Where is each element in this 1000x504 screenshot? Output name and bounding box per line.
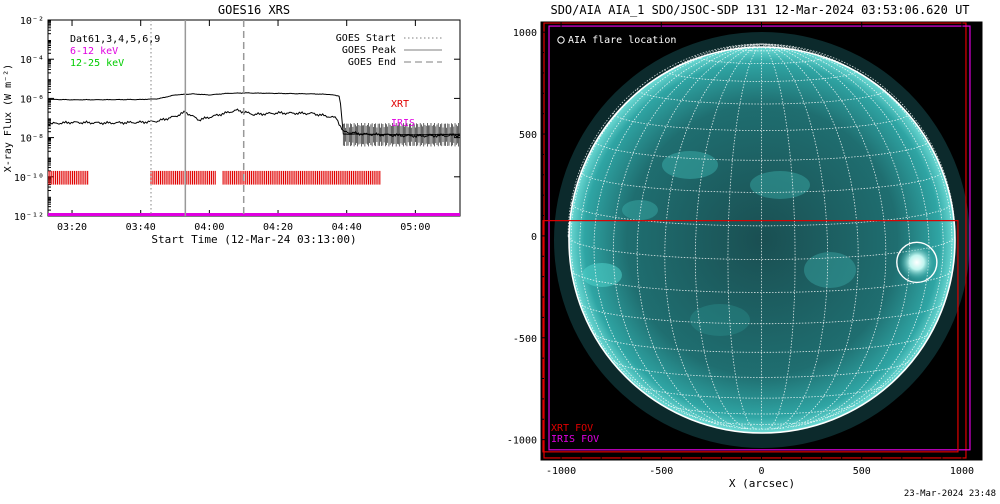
longitude-line <box>761 43 911 428</box>
goes-y-tick-label: 10⁻⁴ <box>20 55 44 66</box>
goes-y-tick-label: 10⁻¹⁰ <box>14 173 44 184</box>
longitude-line <box>579 43 762 419</box>
footer-timestamp: 23-Mar-2024 23:48 <box>904 489 996 499</box>
goes-x-tick-label: 04:20 <box>263 222 293 233</box>
goes-panel: GOES16 XRS 10⁻¹² 10⁻¹⁰ 10⁻⁸ 10⁻⁶ 10⁻⁴ 10⁻² 03… <box>3 3 461 246</box>
goes-x-tick-label: 03:20 <box>57 222 87 233</box>
aia-x-tick-label: 500 <box>853 466 871 477</box>
aia-panel: SDO/AIA AIA_1 SDO/JSOC-SDP 131 12-Mar-20… <box>507 3 983 490</box>
iris-label: IRIS <box>391 118 415 129</box>
sun-disk <box>554 32 970 448</box>
longitude-line <box>761 43 956 236</box>
legend-goes-start: GOES Start <box>336 33 396 44</box>
goes-y-ticks: 10⁻¹² 10⁻¹⁰ 10⁻⁸ 10⁻⁶ 10⁻⁴ 10⁻² <box>14 16 460 223</box>
goes-y-tick-label: 10⁻⁶ <box>20 94 44 105</box>
xrt-fov-label: XRT FOV <box>551 423 593 434</box>
xrt-fov-box <box>542 220 959 453</box>
heliographic-grid <box>567 43 956 430</box>
longitude-line <box>761 43 887 428</box>
goes-plot-frame <box>47 19 461 217</box>
goes-y-tick-label: 10⁻¹² <box>14 212 44 223</box>
flare-legend-symbol <box>557 36 565 44</box>
xrt-label: XRT <box>391 99 409 110</box>
longitude-line <box>612 43 762 428</box>
iris-fov-label: IRIS FOV <box>551 434 599 445</box>
latitude-line <box>570 202 953 227</box>
goes-info-label: Dat61,3,4,5,6,9 <box>70 34 160 45</box>
goes-x-axis-label: Start Time (12-Mar-24 03:13:00) <box>151 233 356 246</box>
aia-x-tick-label: 0 <box>758 466 764 477</box>
sun-body <box>569 47 955 433</box>
active-region <box>690 304 750 336</box>
aia-y-tick-label: -1000 <box>507 436 537 447</box>
latitude-line <box>570 270 953 293</box>
active-region <box>804 252 856 288</box>
longitude-line <box>761 43 953 394</box>
aia-x-tick-label: -500 <box>649 466 673 477</box>
active-region <box>662 151 718 179</box>
goes-y-axis-label: X-ray Flux (W m⁻²) <box>3 64 14 172</box>
longitude-line <box>761 43 829 430</box>
longitude-line <box>636 43 762 428</box>
aia-y-tick-label: 0 <box>531 232 537 243</box>
xrt-fov-outline <box>543 22 967 459</box>
longitude-line <box>761 43 930 425</box>
sun-limb <box>568 46 956 434</box>
aia-y-tick-label: 1000 <box>513 28 537 39</box>
aia-x-tick-label: 1000 <box>950 466 974 477</box>
aia-x-tick-label: -1000 <box>546 466 576 477</box>
active-region <box>582 263 622 287</box>
longitude-line <box>761 43 796 430</box>
aia-axis-ticks: -1000 -500 0 500 1000 -1000 -500 0 500 1000 <box>507 22 982 477</box>
legend-channel-low: 6-12 keV <box>70 46 118 57</box>
iris-fov-outline <box>548 25 971 451</box>
goes-title: GOES16 XRS <box>218 3 290 17</box>
longitude-line <box>570 43 762 394</box>
legend-goes-peak: GOES Peak <box>342 45 396 56</box>
aia-title: SDO/AIA AIA_1 SDO/JSOC-SDP 131 12-Mar-20… <box>550 3 969 17</box>
goes-y-tick-label: 10⁻⁸ <box>20 134 44 145</box>
latitude-line <box>594 333 929 353</box>
legend-channel-high: 12-25 keV <box>70 58 124 69</box>
latitude-line <box>593 139 930 161</box>
aia-y-tick-label: -500 <box>513 334 537 345</box>
latitude-line <box>579 302 944 325</box>
active-region <box>750 171 810 199</box>
xrt-coverage-bars <box>48 170 381 185</box>
legend-goes-end: GOES End <box>348 57 396 68</box>
longitude-line <box>761 43 944 419</box>
goes-x-tick-label: 04:40 <box>332 222 362 233</box>
goes-x-tick-label: 05:00 <box>400 222 430 233</box>
goes-y-tick-label: 10⁻² <box>20 16 44 27</box>
latitude-line <box>737 427 786 430</box>
aia-flare-location-circle <box>896 241 938 284</box>
latitude-line <box>664 69 859 82</box>
longitude-line <box>727 43 762 430</box>
aia-y-tick-label: 500 <box>519 130 537 141</box>
longitude-line <box>593 43 762 425</box>
longitude-line <box>567 43 762 236</box>
goes-noise-band <box>342 122 460 147</box>
goes-x-tick-label: 03:40 <box>126 222 156 233</box>
flare-legend-label: AIA flare location <box>568 35 676 46</box>
longitude-line <box>761 43 859 430</box>
longitude-line <box>694 43 762 430</box>
flare-brightening <box>898 244 935 281</box>
aia-x-axis-label: X (arcsec) <box>729 477 795 490</box>
longitude-line <box>664 43 762 430</box>
goes-x-tick-label: 04:00 <box>194 222 224 233</box>
active-region <box>622 200 658 220</box>
